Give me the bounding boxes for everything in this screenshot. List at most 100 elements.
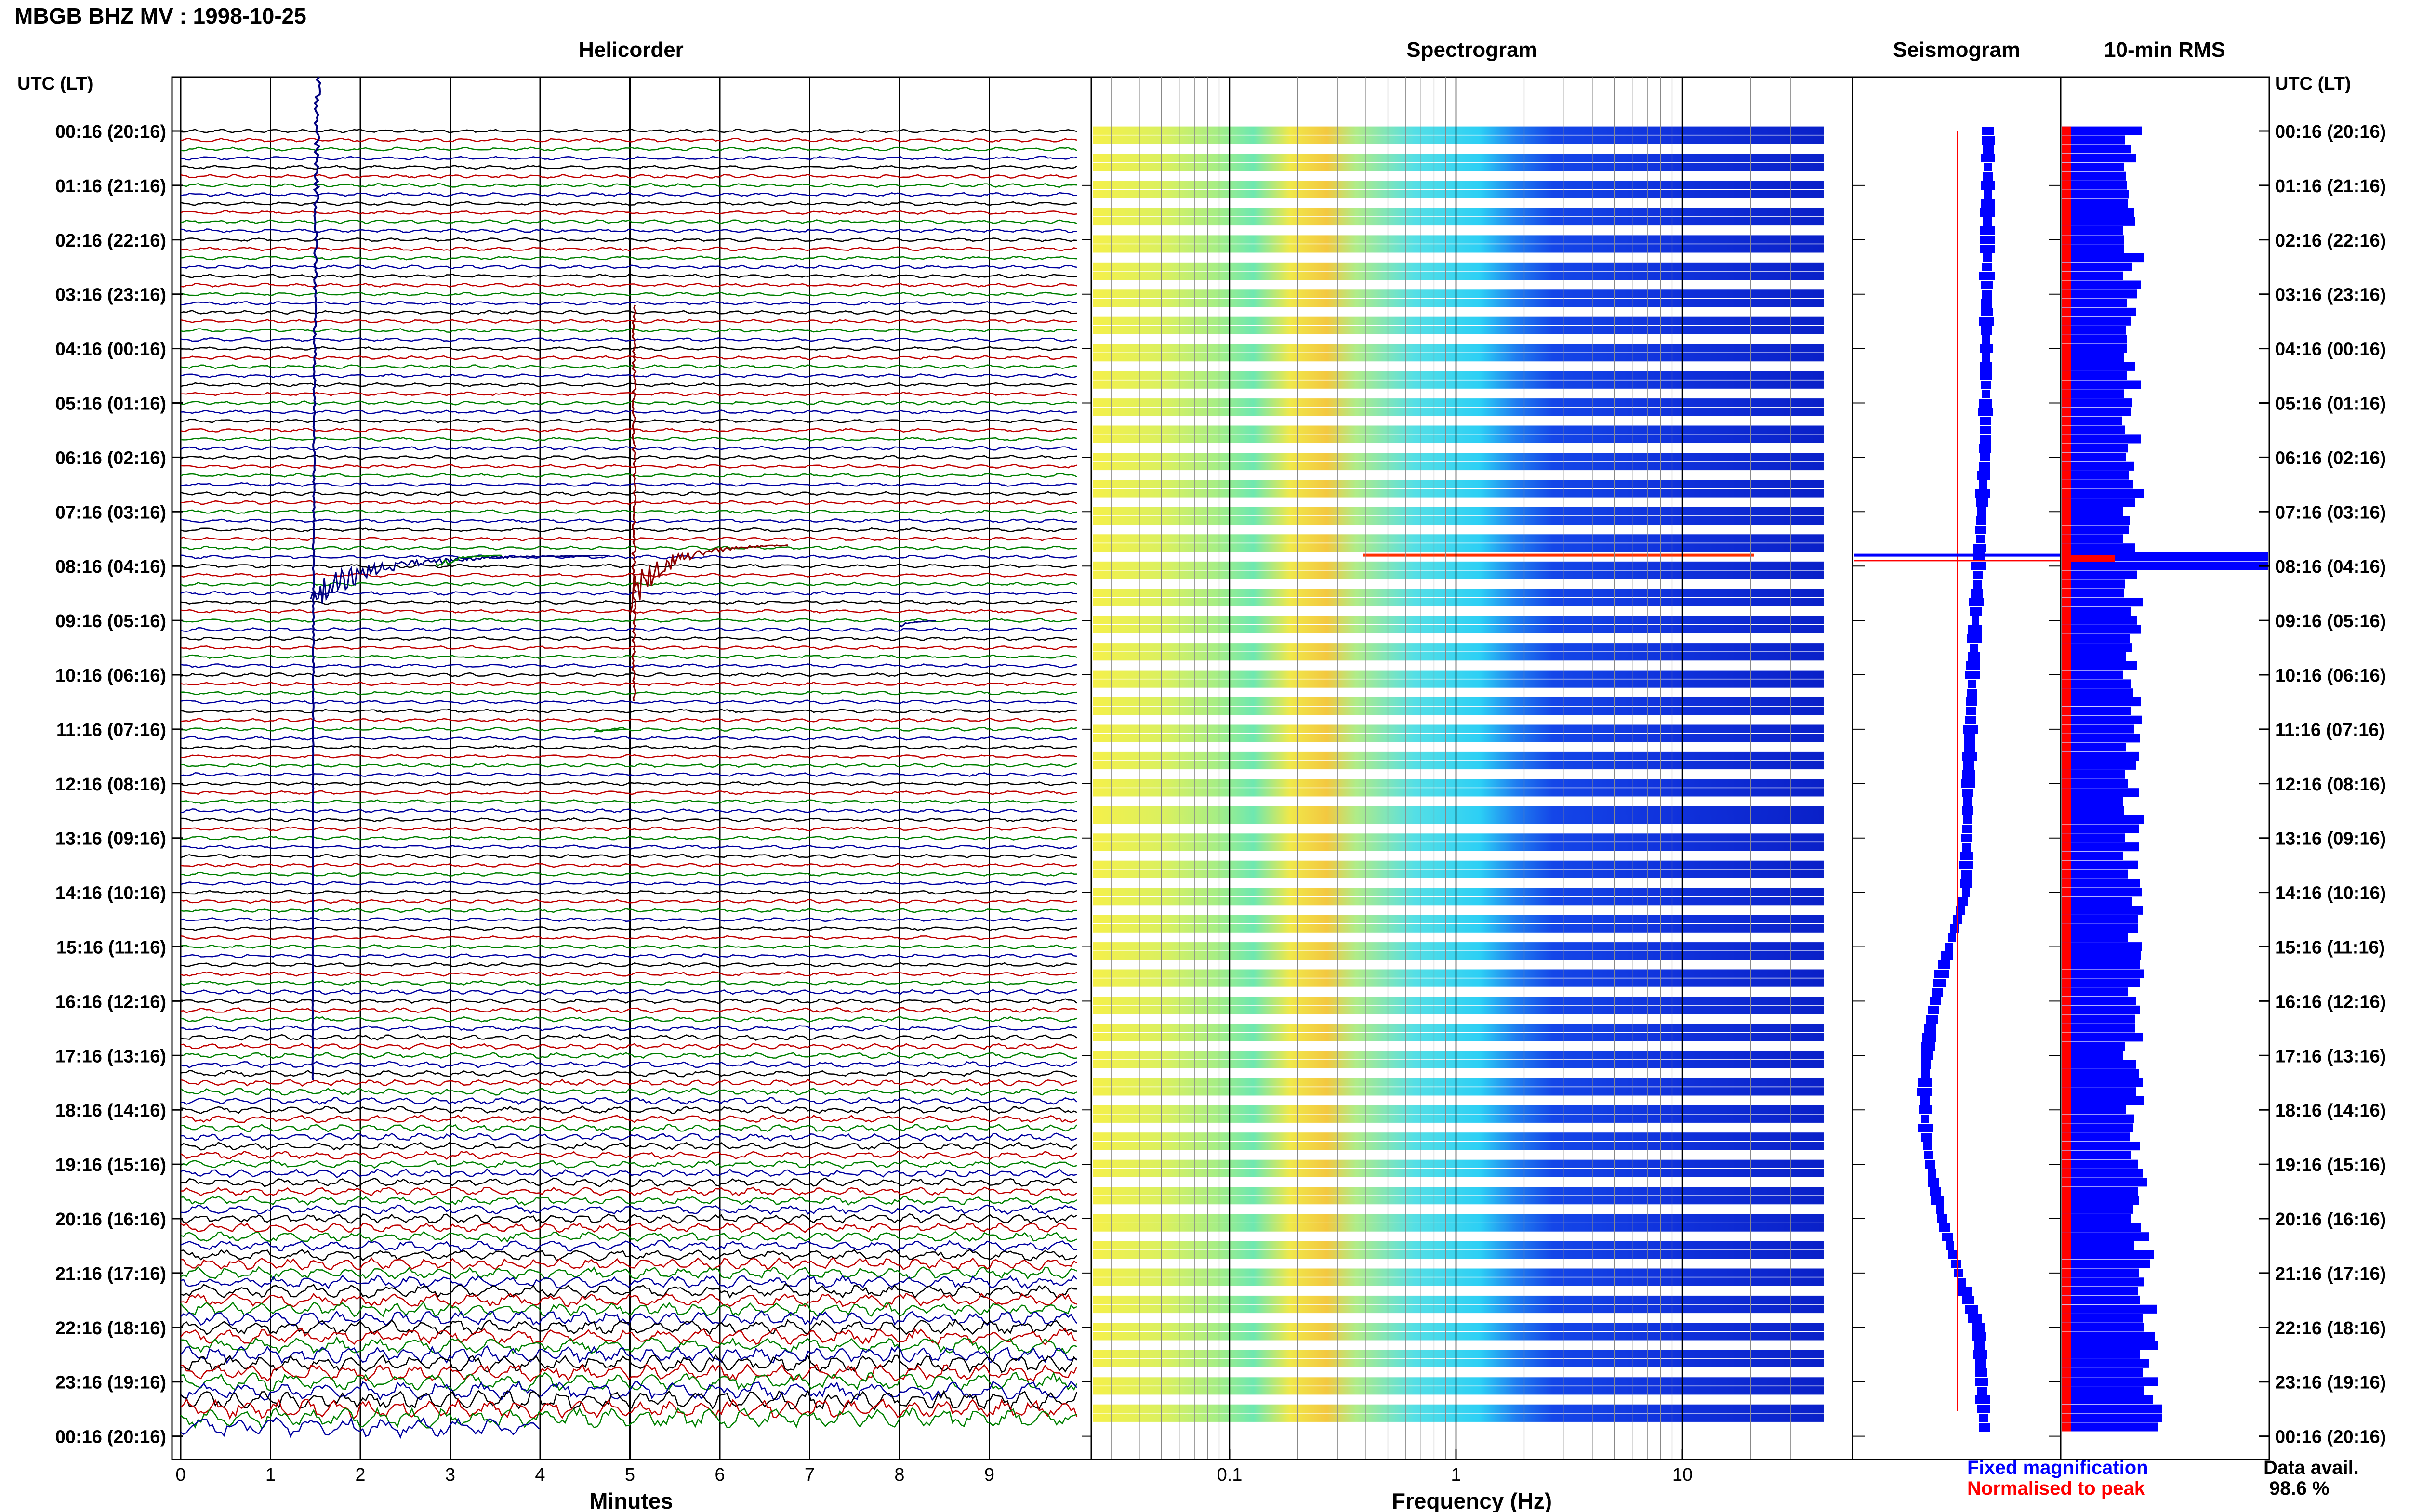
rms-bar — [2062, 1060, 2136, 1069]
rms-marker — [2062, 1404, 2071, 1413]
helicorder-trace — [180, 527, 1077, 533]
rms-marker — [2062, 860, 2071, 869]
rms-bar — [2062, 316, 2131, 326]
minute-tick-label: 4 — [535, 1465, 545, 1485]
rms-marker — [2062, 969, 2071, 978]
rms-title: 10-min RMS — [2104, 38, 2225, 62]
time-label-right: 21:16 (17:16) — [2275, 1264, 2386, 1284]
spectrogram-row — [1093, 1295, 1824, 1304]
rms-bar — [2062, 806, 2124, 815]
rms-bar — [2062, 670, 2123, 679]
helicorder-trace — [180, 600, 1077, 605]
rms-marker — [2062, 1060, 2071, 1069]
rms-marker — [2062, 606, 2071, 616]
time-label-left: 04:16 (00:16) — [55, 340, 166, 360]
rms-marker — [2062, 679, 2071, 688]
spectrogram-row — [1093, 670, 1824, 679]
rms-bar — [2062, 815, 2144, 824]
spectrogram-row — [1093, 806, 1824, 815]
helicorder-title: Helicorder — [579, 38, 684, 62]
time-label-left: 10:16 (06:16) — [55, 666, 166, 686]
rms-bar — [2062, 208, 2134, 217]
rms-marker — [2062, 289, 2071, 299]
frequency-tick-label: 10 — [1672, 1465, 1693, 1485]
helicorder-trace — [180, 1052, 1077, 1059]
rms-marker — [2062, 589, 2071, 598]
helicorder-trace — [180, 745, 1077, 750]
rms-bar — [2062, 570, 2137, 579]
rms-marker — [2062, 299, 2071, 308]
time-label-left: 19:16 (15:16) — [55, 1155, 166, 1175]
rms-bar — [2062, 1268, 2139, 1277]
time-label-right: 12:16 (08:16) — [2275, 775, 2386, 795]
spectrogram-row — [1093, 289, 1824, 298]
rms-bar — [2062, 1087, 2136, 1096]
frequency-tick-label: 0.1 — [1217, 1465, 1243, 1485]
rms-marker — [2062, 915, 2071, 924]
rms-bar — [2062, 751, 2139, 761]
spectrogram-row — [1093, 1304, 1824, 1314]
rms-marker — [2062, 1132, 2071, 1142]
data-availability-label: Data avail. — [2263, 1457, 2359, 1478]
helicorder-trace — [180, 998, 1077, 1004]
rms-marker — [2062, 1005, 2071, 1014]
spectrogram-row — [1093, 217, 1824, 226]
rms-bar — [2062, 743, 2126, 752]
spectrogram-row — [1093, 652, 1824, 661]
rms-bar — [2062, 924, 2138, 933]
rms-bar — [2062, 171, 2126, 181]
spectrogram-row — [1093, 353, 1824, 362]
rms-bar — [2062, 978, 2140, 987]
spectrogram-row — [1093, 326, 1824, 334]
rms-bar — [2062, 489, 2144, 498]
spectrogram-row — [1093, 1332, 1824, 1341]
spectrogram-row — [1093, 942, 1824, 951]
spectrogram-row — [1093, 888, 1824, 896]
helicorder-trace — [180, 419, 1077, 424]
time-label-right: 06:16 (02:16) — [2275, 448, 2386, 468]
rms-bar — [2062, 335, 2127, 344]
rms-bar — [2062, 1395, 2153, 1404]
rms-marker — [2062, 978, 2071, 987]
rms-bar — [2062, 534, 2123, 543]
rms-marker — [2062, 579, 2071, 589]
spectrogram-row — [1093, 1078, 1824, 1087]
helicorder-trace — [180, 328, 1077, 333]
helicorder-trace — [180, 310, 1077, 315]
rms-marker — [2062, 1268, 2071, 1277]
spectrogram-row — [1093, 1196, 1824, 1205]
helicorder-trace — [180, 1292, 1077, 1308]
data-availability-value: 98.6 % — [2269, 1478, 2330, 1499]
rms-marker — [2062, 1033, 2071, 1042]
rms-marker — [2062, 570, 2071, 579]
spectrogram-row — [1093, 1159, 1824, 1168]
rms-bar — [2062, 1368, 2143, 1377]
rms-bar — [2062, 516, 2130, 525]
rms-peak-marker — [2062, 555, 2115, 562]
helicorder-trace — [180, 1284, 1077, 1299]
rms-marker — [2062, 371, 2071, 380]
rms-bar — [2062, 162, 2124, 171]
helicorder-trace — [180, 863, 1077, 868]
helicorder-trace — [180, 319, 1077, 324]
rms-bar — [2062, 416, 2122, 425]
rms-bar — [2062, 1078, 2143, 1087]
rms-bar — [2062, 1386, 2144, 1395]
rms-marker — [2062, 190, 2071, 199]
event-burst — [435, 554, 502, 567]
rms-bar — [2062, 280, 2141, 289]
helicorder-trace — [180, 1240, 1077, 1252]
rms-bar — [2062, 797, 2123, 806]
helicorder-trace — [180, 1150, 1077, 1160]
helicorder-trace — [180, 382, 1077, 388]
rms-bar — [2062, 262, 2132, 271]
helicorder-trace — [180, 409, 1077, 415]
rms-bar — [2062, 824, 2139, 833]
time-label-right: 00:16 (20:16) — [2275, 1427, 2386, 1447]
time-label-left: 11:16 (07:16) — [56, 720, 166, 740]
rms-marker — [2062, 806, 2071, 815]
rms-marker — [2062, 906, 2071, 915]
rms-marker — [2062, 770, 2071, 779]
helicorder-trace — [180, 564, 1077, 569]
helicorder-trace — [180, 137, 1077, 143]
